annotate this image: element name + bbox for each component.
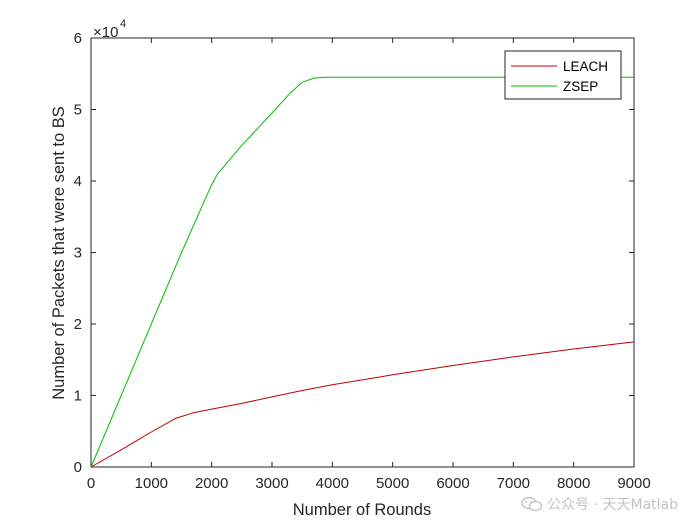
x-tick-label: 2000 xyxy=(195,475,228,492)
x-tick-label: 9000 xyxy=(617,475,650,492)
y-tick-label: 5 xyxy=(74,102,82,119)
wechat-icon xyxy=(521,496,543,512)
y-exponent-base: ×10 xyxy=(93,24,118,41)
legend-label-leach: LEACH xyxy=(563,59,608,74)
y-exponent-power: 4 xyxy=(120,18,126,30)
series-layer xyxy=(90,76,635,468)
x-tick-label: 4000 xyxy=(316,475,349,492)
legend-label-zsep: ZSEP xyxy=(563,79,598,94)
y-exponent-label: ×10 4 xyxy=(93,18,126,41)
y-tick-label: 0 xyxy=(74,459,82,476)
x-axis-ticks: 0 1000 2000 3000 4000 5000 6000 7000 8000 9000 xyxy=(87,38,651,492)
series-line-leach xyxy=(90,341,635,468)
y-tick-label: 3 xyxy=(74,245,82,262)
x-axis-title: Number of Rounds xyxy=(293,501,432,519)
x-tick-label: 1000 xyxy=(135,475,168,492)
x-tick-label: 8000 xyxy=(557,475,590,492)
y-axis-title: Number of Packets that were sent to BS xyxy=(50,106,68,399)
x-tick-label: 7000 xyxy=(497,475,530,492)
series-line-zsep xyxy=(90,76,634,468)
y-axis-ticks: 0 1 2 3 4 5 6 xyxy=(74,30,634,476)
watermark: 公众号 · 天天Matlab xyxy=(521,494,678,514)
x-tick-label: 6000 xyxy=(436,475,469,492)
x-tick-label: 3000 xyxy=(255,475,288,492)
y-tick-label: 1 xyxy=(74,388,82,405)
plot-background xyxy=(91,38,634,467)
legend: LEACH ZSEP xyxy=(504,50,622,100)
x-tick-label: 5000 xyxy=(376,475,409,492)
y-tick-label: 6 xyxy=(74,30,82,47)
y-tick-label: 4 xyxy=(74,173,82,190)
y-tick-label: 2 xyxy=(74,316,82,333)
legend-box xyxy=(504,50,622,100)
x-tick-label: 0 xyxy=(87,475,95,492)
watermark-text: 公众号 · 天天Matlab xyxy=(547,497,678,513)
plot-area xyxy=(91,38,634,467)
